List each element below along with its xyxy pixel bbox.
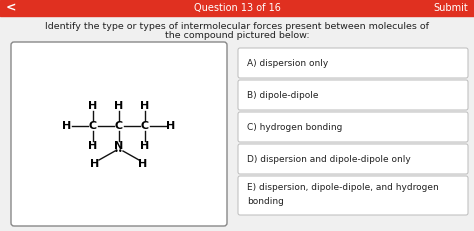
Text: C: C: [141, 121, 149, 131]
FancyBboxPatch shape: [238, 48, 468, 78]
Text: ••: ••: [114, 148, 124, 156]
Text: E) dispersion, dipole-dipole, and hydrogen: E) dispersion, dipole-dipole, and hydrog…: [247, 183, 439, 192]
Text: the compound pictured below:: the compound pictured below:: [164, 31, 310, 40]
Text: H: H: [88, 141, 98, 151]
Text: C) hydrogen bonding: C) hydrogen bonding: [247, 122, 342, 131]
Text: H: H: [88, 101, 98, 111]
Text: A) dispersion only: A) dispersion only: [247, 58, 328, 67]
Text: B) dipole-dipole: B) dipole-dipole: [247, 91, 319, 100]
Text: N: N: [114, 141, 124, 151]
FancyBboxPatch shape: [11, 42, 227, 226]
Text: Submit: Submit: [433, 3, 468, 13]
Text: D) dispersion and dipole-dipole only: D) dispersion and dipole-dipole only: [247, 155, 411, 164]
Text: H: H: [140, 101, 150, 111]
Text: C: C: [115, 121, 123, 131]
FancyBboxPatch shape: [238, 80, 468, 110]
Text: H: H: [91, 159, 100, 169]
Text: H: H: [138, 159, 147, 169]
Text: <: <: [6, 1, 17, 15]
Text: H: H: [63, 121, 72, 131]
FancyBboxPatch shape: [238, 112, 468, 142]
Text: H: H: [114, 101, 124, 111]
Text: bonding: bonding: [247, 198, 284, 207]
Bar: [0, 0, 474, 16]
Text: H: H: [166, 121, 176, 131]
Text: C: C: [89, 121, 97, 131]
Text: Identify the type or types of intermolecular forces present between molecules of: Identify the type or types of intermolec…: [45, 22, 429, 31]
FancyBboxPatch shape: [238, 176, 468, 215]
Text: H: H: [140, 141, 150, 151]
FancyBboxPatch shape: [238, 144, 468, 174]
Text: Question 13 of 16: Question 13 of 16: [193, 3, 281, 13]
